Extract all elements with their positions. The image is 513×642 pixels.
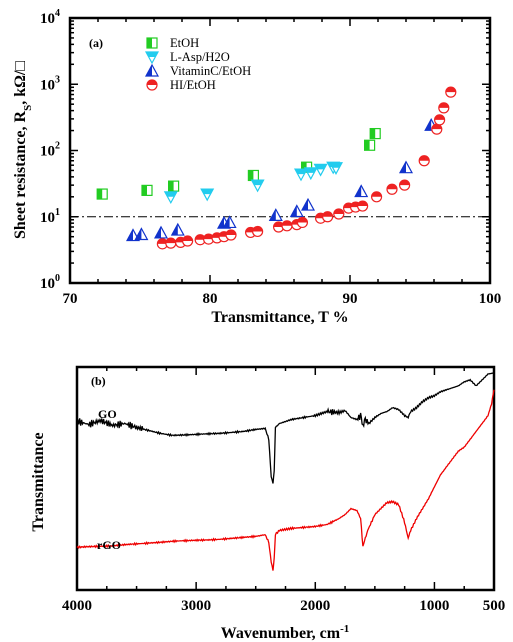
spectrum-go — [76, 372, 495, 484]
data-point — [163, 191, 178, 205]
data-point — [296, 216, 308, 229]
data-point — [268, 208, 283, 221]
axis-ticks-b — [76, 367, 495, 590]
series-label-rgo: rGO — [97, 538, 121, 552]
spectra-lines — [76, 372, 495, 571]
data-point — [333, 208, 345, 220]
y-axis-label-b: Transmittance — [30, 432, 47, 531]
data-point — [418, 155, 430, 167]
data-point — [289, 204, 304, 218]
x-tick-label: 1000 — [419, 598, 449, 614]
x-tick-labels-b: 4000 3000 2000 1000 500 — [62, 598, 505, 614]
data-point — [165, 237, 177, 249]
legend-marker — [146, 79, 158, 91]
x-tick-label: 80 — [203, 291, 218, 307]
y-tick-label: 103 — [40, 74, 60, 93]
data-point — [141, 184, 153, 196]
data-point — [156, 238, 168, 250]
data-point — [153, 225, 169, 239]
data-point — [399, 179, 411, 191]
data-point — [369, 127, 381, 140]
x-axis-label-a: Transmittance, T % — [211, 309, 348, 326]
chart-ftir: (b) GO rGO 4000 3000 2000 1000 500 Wavenumbe… — [30, 365, 505, 642]
data-point — [250, 179, 265, 193]
x-tick-label: 100 — [479, 291, 502, 307]
legend-label: VitaminC/EtOH — [170, 64, 251, 78]
y-tick-label: 104 — [40, 8, 60, 27]
data-point — [445, 86, 457, 98]
data-point — [222, 215, 237, 229]
data-point — [273, 221, 285, 233]
data-point — [364, 139, 376, 151]
data-point — [225, 229, 237, 241]
data-point — [194, 234, 206, 246]
data-point — [182, 235, 194, 247]
x-tick-label: 4000 — [62, 598, 92, 614]
legend-marker — [144, 51, 160, 65]
data-point — [281, 220, 293, 232]
data-point — [431, 123, 443, 135]
plot-frame-a — [68, 16, 492, 285]
data-point — [434, 114, 446, 126]
legend-label: L-Asp/H2O — [170, 50, 230, 64]
x-axis-label-b: Wavenumber, cm-1 — [221, 623, 350, 642]
data-point — [200, 188, 215, 202]
data-point — [303, 167, 318, 181]
spectrum-rgo — [76, 389, 495, 571]
series-label-go: GO — [98, 407, 117, 421]
y-tick-label: 102 — [40, 141, 60, 160]
data-point — [354, 184, 369, 198]
y-tick-labels-a: 100 101 102 103 104 — [40, 8, 60, 292]
x-tick-label: 500 — [483, 598, 506, 614]
legend-marker — [144, 63, 160, 77]
x-tick-labels-a: 70 80 90 100 — [63, 291, 502, 307]
x-tick-label: 70 — [63, 291, 78, 307]
data-point — [322, 211, 334, 223]
data-point — [252, 225, 264, 238]
data-point — [168, 180, 180, 192]
data-point — [357, 200, 369, 212]
data-point — [293, 168, 309, 182]
axis-ticks-a — [69, 18, 491, 284]
legend-label: EtOH — [170, 36, 199, 50]
x-tick-label: 2000 — [300, 598, 330, 614]
data-point — [170, 222, 185, 236]
data-point — [134, 227, 149, 241]
data-points-a — [96, 86, 457, 250]
data-point — [247, 169, 259, 182]
data-point — [313, 163, 328, 177]
y-axis-label-a: Sheet resistance, RS, kΩ/□ — [12, 61, 34, 239]
data-point — [328, 162, 344, 175]
data-point — [371, 191, 383, 203]
data-point — [386, 183, 398, 195]
panel-label-b: (b) — [91, 374, 106, 388]
x-tick-label: 90 — [343, 291, 358, 307]
data-point — [438, 102, 450, 114]
plot-frame-b — [75, 365, 496, 592]
legend-marker — [146, 37, 158, 49]
data-point — [96, 188, 108, 200]
data-point — [300, 197, 316, 211]
y-tick-label: 101 — [40, 207, 60, 226]
x-tick-label: 3000 — [181, 598, 211, 614]
y-tick-label: 100 — [40, 273, 60, 292]
legend-label: HI/EtOH — [170, 78, 216, 92]
data-point — [398, 160, 414, 174]
panel-label-a: (a) — [89, 36, 103, 50]
